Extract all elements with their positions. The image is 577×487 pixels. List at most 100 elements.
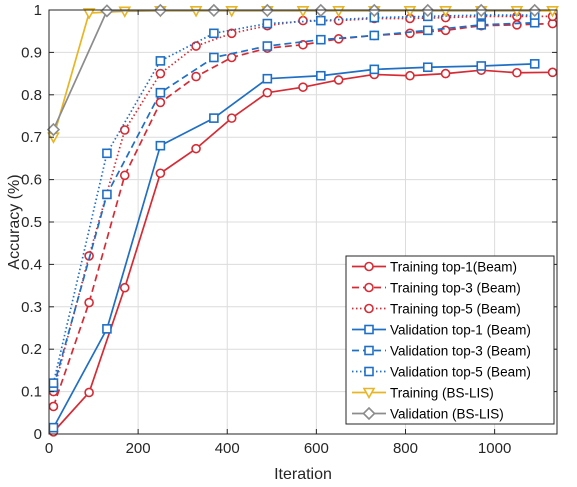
legend-marker [362, 387, 376, 400]
data-point [209, 113, 219, 123]
data-point [316, 34, 326, 45]
data-point [512, 20, 522, 30]
legend-marker [364, 366, 374, 377]
data-point [46, 122, 61, 137]
legend-label: Training (BS-LIS) [390, 386, 494, 401]
data-point [439, 6, 452, 18]
data-point [529, 59, 540, 69]
legend-marker [364, 282, 374, 293]
data-point [369, 30, 380, 41]
data-point [546, 6, 559, 18]
y-tick-label: 1 [34, 2, 42, 19]
data-point [262, 18, 273, 29]
legend: Training top-1(Beam) Training top-3 (Beam… [345, 255, 555, 425]
x-tick-label: 800 [393, 440, 418, 457]
x-tick-label: 200 [126, 440, 151, 457]
y-tick-label: 0.3 [21, 299, 42, 316]
legend-entry: Training top-5 (Beam) [352, 302, 521, 317]
legend-marker [364, 261, 374, 272]
data-point [189, 6, 203, 18]
data-point [440, 25, 451, 36]
x-tick-label: 1000 [478, 440, 511, 457]
data-point [512, 67, 522, 78]
x-tick-label: 400 [215, 440, 240, 457]
y-axis-title: Accuracy (%) [6, 174, 23, 269]
data-point [422, 62, 433, 73]
data-point [440, 68, 451, 79]
legend-label: Validation top-5 (Beam) [390, 365, 531, 380]
data-point [84, 387, 94, 398]
legend-entry: Training (BS-LIS) [352, 386, 494, 401]
y-tick-label: 0.6 [21, 172, 42, 189]
legend-marker [364, 345, 374, 356]
data-point [422, 25, 433, 36]
data-point [155, 87, 166, 98]
data-point [476, 61, 487, 71]
data-point [209, 52, 219, 63]
data-point [316, 70, 326, 81]
legend-entry: Validation top-1 (Beam) [352, 323, 531, 338]
legend-label: Validation top-1 (Beam) [390, 323, 531, 338]
data-point [403, 6, 417, 18]
series-line [52, 22, 553, 407]
data-point [191, 71, 201, 82]
data-point [48, 422, 59, 433]
y-tick-label: 0.1 [21, 384, 42, 401]
data-point [510, 6, 524, 18]
y-tick-label: 0.9 [21, 44, 42, 61]
legend-label: Training top-3 (Beam) [390, 281, 521, 296]
data-point [316, 15, 326, 26]
data-point [155, 168, 166, 179]
data-point [529, 17, 540, 28]
data-point [48, 401, 59, 412]
legend-label: Training top-5 (Beam) [390, 302, 521, 317]
legend-label: Training top-1(Beam) [390, 260, 517, 275]
series-line [52, 14, 535, 384]
data-point [332, 6, 346, 18]
data-point [100, 4, 114, 18]
legend-entry: Training top-3 (Beam) [352, 281, 521, 296]
data-point [405, 28, 415, 39]
y-tick-label: 0.4 [21, 256, 42, 273]
data-point [369, 64, 380, 75]
series-line [52, 21, 535, 388]
data-point [298, 15, 308, 26]
y-tick-label: 0.2 [21, 341, 42, 358]
data-point [262, 41, 273, 51]
data-point [547, 67, 558, 78]
data-point [155, 68, 166, 79]
y-tick-label: 0.5 [21, 214, 42, 231]
legend-box [345, 255, 555, 425]
data-point [119, 125, 130, 135]
legend-marker [364, 303, 374, 314]
legend-marker [364, 324, 374, 335]
data-point [155, 97, 166, 108]
data-point [119, 170, 130, 181]
x-tick-label: 0 [45, 440, 53, 457]
data-point [226, 113, 237, 123]
data-point [226, 52, 237, 63]
data-point [155, 140, 166, 151]
data-point [476, 20, 487, 30]
data-point [102, 324, 112, 334]
ticks: 0 200 400 600 800 1000 0 0.1 0.2 0.3 0.4 0.5 0.6 0.7 0… [21, 2, 557, 457]
data-point [191, 143, 201, 154]
data-point [82, 8, 96, 20]
data-point [119, 282, 130, 293]
data-point [262, 87, 273, 98]
data-point [298, 82, 308, 92]
data-point [209, 28, 219, 39]
data-point [333, 75, 344, 85]
legend-label: Validation top-3 (Beam) [390, 344, 531, 359]
series-4 [48, 59, 540, 433]
y-tick-label: 0 [34, 426, 42, 443]
legend-entry: Training top-1(Beam) [352, 260, 517, 275]
legend-entry: Validation (BS-LIS) [352, 407, 504, 422]
x-axis-title: Iteration [274, 466, 332, 483]
data-point [405, 70, 415, 81]
data-point [84, 297, 94, 308]
legend-entry: Validation top-3 (Beam) [352, 344, 531, 359]
data-point [102, 148, 112, 159]
